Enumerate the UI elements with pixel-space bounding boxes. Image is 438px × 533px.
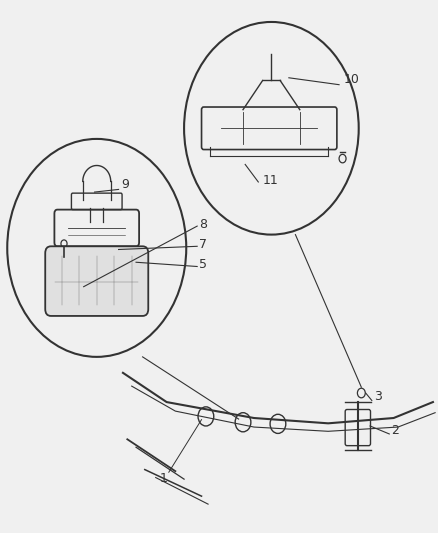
Text: 11: 11 [263, 174, 279, 187]
Text: 5: 5 [199, 258, 207, 271]
Text: 8: 8 [199, 217, 207, 231]
Text: 10: 10 [343, 73, 359, 86]
FancyBboxPatch shape [45, 246, 148, 316]
Text: 1: 1 [160, 472, 168, 485]
Text: 9: 9 [121, 178, 129, 191]
Text: 3: 3 [374, 391, 382, 403]
Text: 7: 7 [199, 238, 207, 251]
Text: 2: 2 [392, 424, 399, 437]
